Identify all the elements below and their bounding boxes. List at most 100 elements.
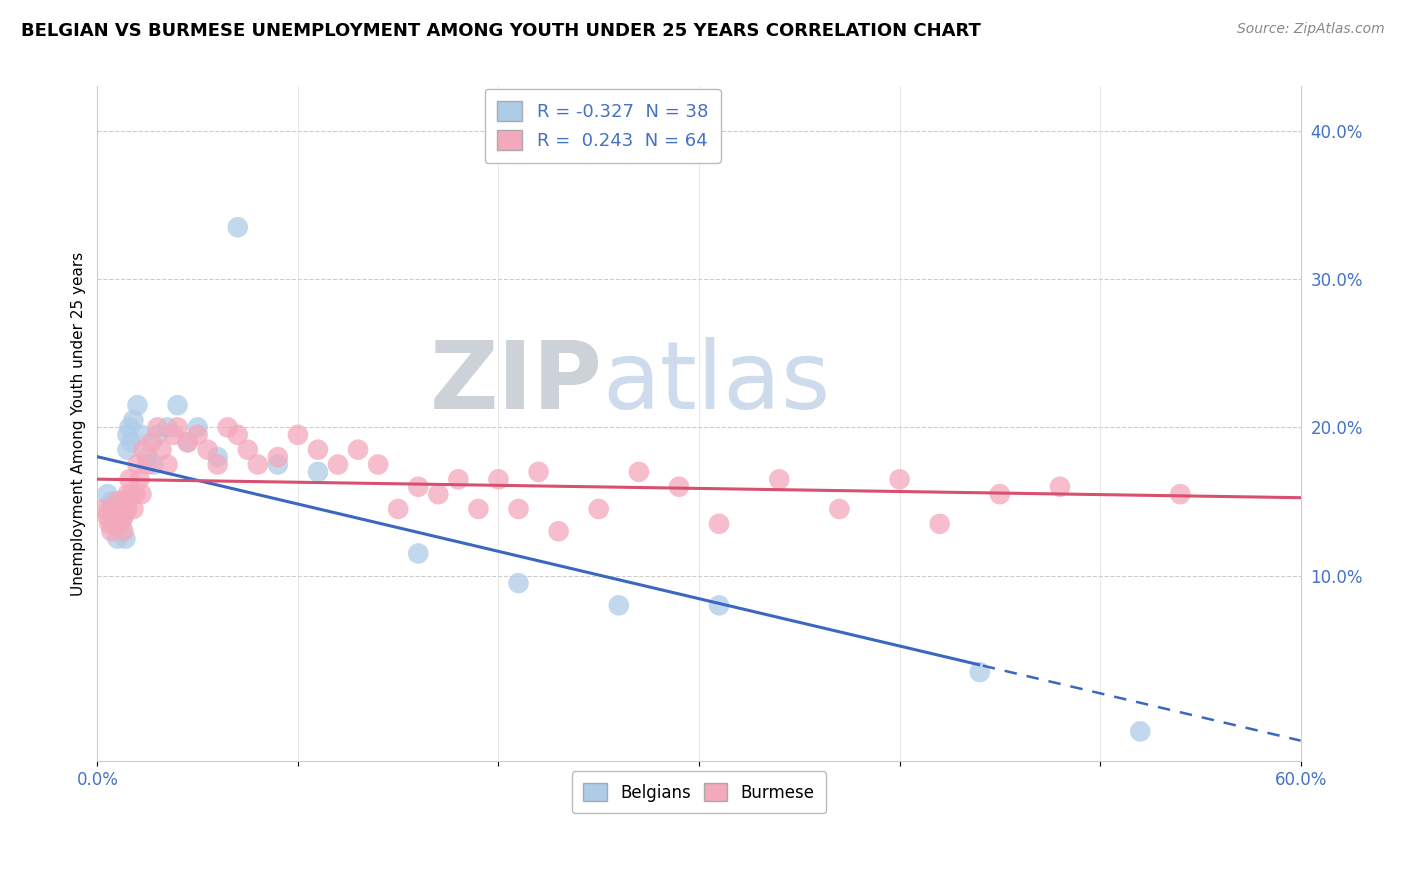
Point bbox=[166, 398, 188, 412]
Point bbox=[207, 450, 229, 464]
Point bbox=[406, 546, 429, 560]
Legend: Belgians, Burmese: Belgians, Burmese bbox=[572, 772, 827, 814]
Point bbox=[197, 442, 219, 457]
Point bbox=[150, 442, 173, 457]
Point bbox=[508, 502, 530, 516]
Point bbox=[226, 427, 249, 442]
Point bbox=[141, 435, 163, 450]
Point bbox=[508, 576, 530, 591]
Point bbox=[588, 502, 610, 516]
Point bbox=[287, 427, 309, 442]
Text: BELGIAN VS BURMESE UNEMPLOYMENT AMONG YOUTH UNDER 25 YEARS CORRELATION CHART: BELGIAN VS BURMESE UNEMPLOYMENT AMONG YO… bbox=[21, 22, 981, 40]
Point bbox=[236, 442, 259, 457]
Point bbox=[889, 472, 911, 486]
Point bbox=[93, 502, 115, 516]
Point bbox=[246, 458, 269, 472]
Point bbox=[187, 420, 209, 434]
Point bbox=[162, 427, 184, 442]
Point bbox=[110, 502, 132, 516]
Point bbox=[527, 465, 550, 479]
Point bbox=[326, 458, 349, 472]
Point bbox=[118, 472, 141, 486]
Point bbox=[217, 420, 239, 434]
Point bbox=[122, 413, 145, 427]
Point bbox=[146, 420, 169, 434]
Point bbox=[107, 509, 129, 524]
Point bbox=[447, 472, 470, 486]
Point bbox=[928, 516, 950, 531]
Point bbox=[131, 427, 153, 442]
Point bbox=[988, 487, 1011, 501]
Point bbox=[96, 509, 118, 524]
Point bbox=[108, 516, 131, 531]
Point bbox=[127, 398, 149, 412]
Point bbox=[307, 442, 329, 457]
Point bbox=[114, 532, 136, 546]
Point bbox=[128, 472, 150, 486]
Point bbox=[607, 599, 630, 613]
Point bbox=[166, 420, 188, 434]
Point bbox=[226, 220, 249, 235]
Point bbox=[267, 450, 290, 464]
Point bbox=[207, 458, 229, 472]
Point bbox=[117, 502, 139, 516]
Point bbox=[406, 480, 429, 494]
Text: Source: ZipAtlas.com: Source: ZipAtlas.com bbox=[1237, 22, 1385, 37]
Text: ZIP: ZIP bbox=[430, 337, 603, 429]
Point bbox=[104, 509, 127, 524]
Point bbox=[107, 532, 129, 546]
Point bbox=[104, 494, 127, 508]
Point bbox=[1049, 480, 1071, 494]
Point bbox=[127, 458, 149, 472]
Point bbox=[176, 435, 198, 450]
Point bbox=[707, 599, 730, 613]
Point bbox=[107, 516, 129, 531]
Point bbox=[112, 509, 135, 524]
Point bbox=[627, 465, 650, 479]
Point bbox=[427, 487, 450, 501]
Point bbox=[108, 494, 131, 508]
Point bbox=[107, 494, 129, 508]
Point bbox=[98, 502, 121, 516]
Point bbox=[100, 494, 122, 508]
Text: atlas: atlas bbox=[603, 337, 831, 429]
Point bbox=[131, 487, 153, 501]
Point bbox=[828, 502, 851, 516]
Point bbox=[668, 480, 690, 494]
Point bbox=[156, 420, 179, 434]
Point bbox=[146, 427, 169, 442]
Point bbox=[307, 465, 329, 479]
Point bbox=[347, 442, 370, 457]
Point bbox=[547, 524, 569, 539]
Point bbox=[768, 472, 790, 486]
Point bbox=[114, 494, 136, 508]
Point bbox=[156, 458, 179, 472]
Point bbox=[110, 516, 132, 531]
Point bbox=[387, 502, 409, 516]
Point bbox=[112, 509, 135, 524]
Point bbox=[120, 487, 142, 501]
Point bbox=[1129, 724, 1152, 739]
Point bbox=[132, 442, 155, 457]
Point bbox=[103, 502, 125, 516]
Point bbox=[176, 435, 198, 450]
Point bbox=[112, 524, 135, 539]
Point bbox=[1168, 487, 1191, 501]
Point bbox=[103, 509, 125, 524]
Point bbox=[117, 487, 139, 501]
Point bbox=[187, 427, 209, 442]
Point bbox=[136, 450, 159, 464]
Point bbox=[142, 458, 165, 472]
Point bbox=[110, 502, 132, 516]
Point bbox=[117, 427, 139, 442]
Point bbox=[98, 516, 121, 531]
Y-axis label: Unemployment Among Youth under 25 years: Unemployment Among Youth under 25 years bbox=[72, 252, 86, 596]
Point bbox=[96, 487, 118, 501]
Point bbox=[267, 458, 290, 472]
Point bbox=[117, 442, 139, 457]
Point bbox=[122, 502, 145, 516]
Point bbox=[467, 502, 489, 516]
Point bbox=[367, 458, 389, 472]
Point bbox=[136, 458, 159, 472]
Point bbox=[120, 435, 142, 450]
